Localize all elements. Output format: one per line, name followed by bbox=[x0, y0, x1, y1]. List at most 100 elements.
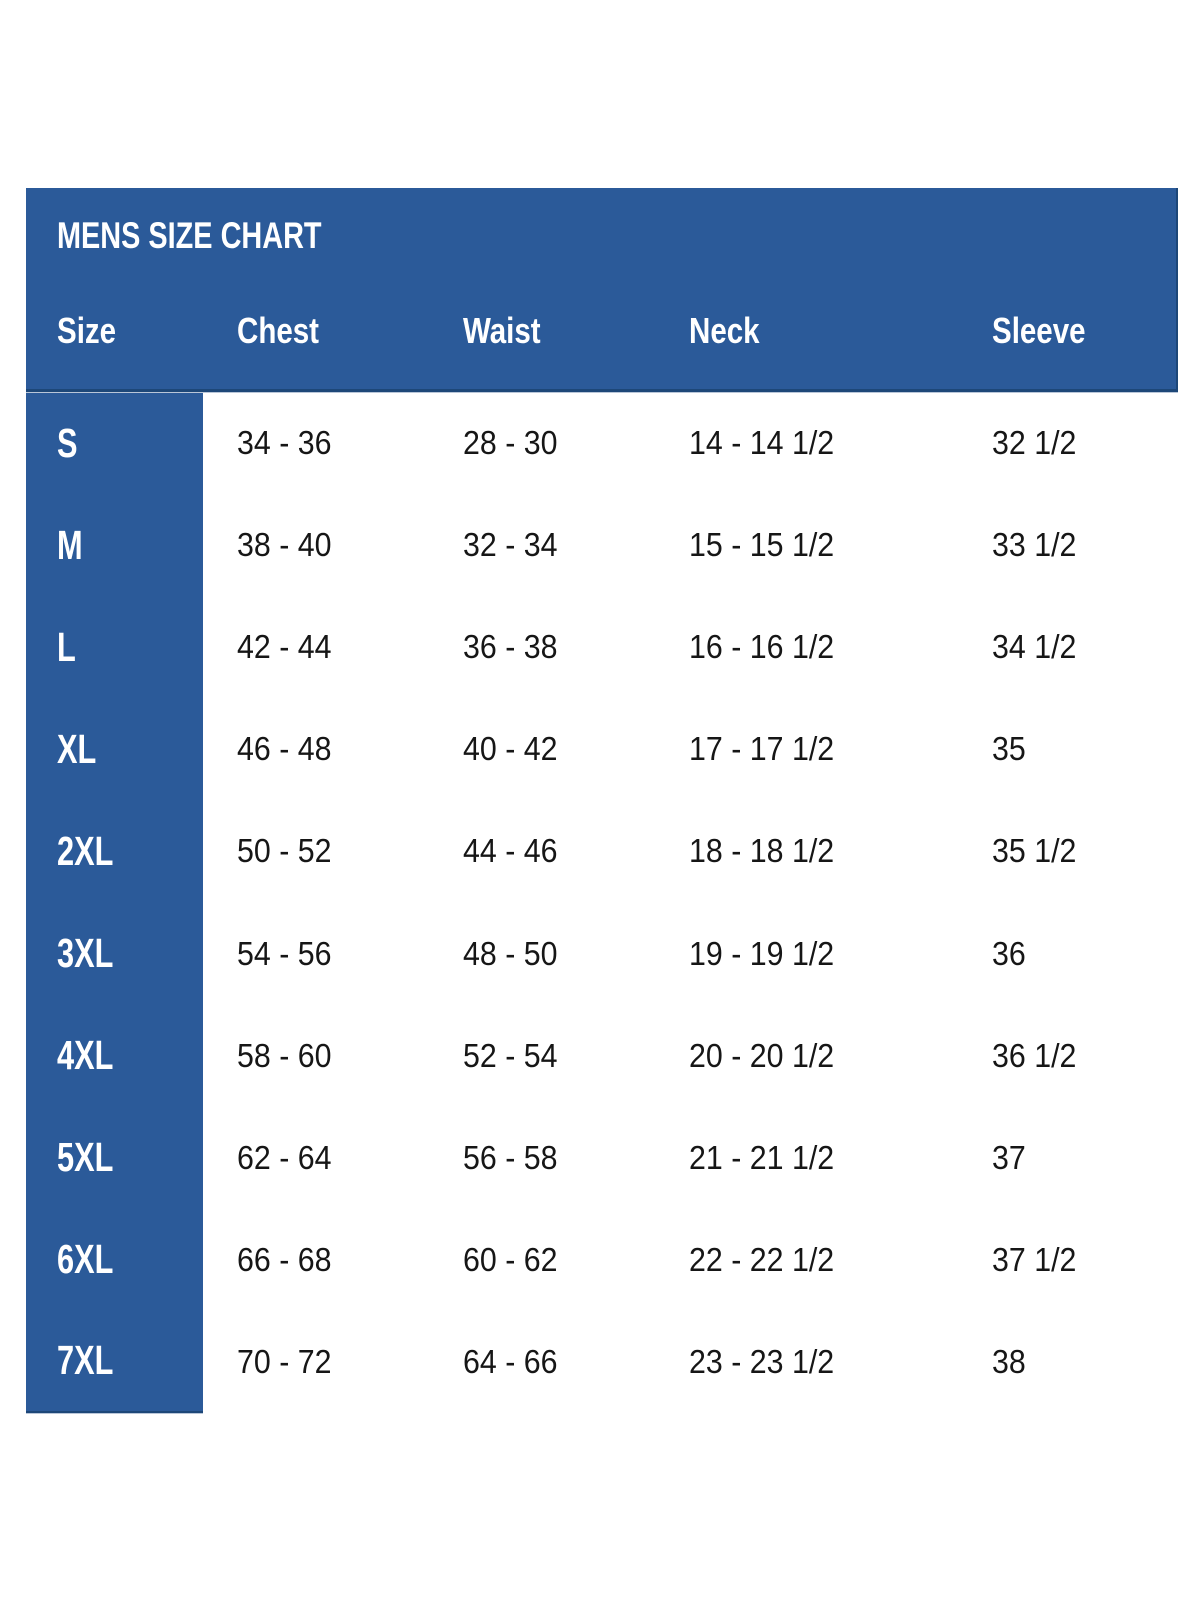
size-label-cell: 2XL bbox=[26, 800, 203, 903]
sleeve-cell: 33 1/2 bbox=[958, 494, 1178, 597]
column-header-row: Size Chest Waist Neck Sleeve bbox=[26, 311, 1176, 359]
waist-cell: 48 - 50 bbox=[429, 902, 655, 1005]
neck-cell: 16 - 16 1/2 bbox=[655, 596, 958, 699]
chest-value: 54 - 56 bbox=[237, 934, 332, 972]
sleeve-value: 38 bbox=[992, 1342, 1026, 1380]
sleeve-value: 32 1/2 bbox=[992, 424, 1077, 462]
table-row-m: M 38 - 40 32 - 34 15 - 15 1/2 33 1/2 bbox=[26, 494, 1178, 597]
neck-cell: 17 - 17 1/2 bbox=[655, 698, 958, 801]
chest-cell: 42 - 44 bbox=[203, 596, 429, 699]
waist-value: 28 - 30 bbox=[463, 424, 558, 462]
size-label: L bbox=[57, 623, 76, 670]
chart-title-text: MENS SIZE CHART bbox=[57, 215, 322, 256]
chest-value: 50 - 52 bbox=[237, 832, 332, 870]
sleeve-value: 35 bbox=[992, 730, 1026, 768]
sleeve-value: 37 bbox=[992, 1138, 1026, 1176]
chest-cell: 62 - 64 bbox=[203, 1106, 429, 1209]
waist-value: 36 - 38 bbox=[463, 628, 558, 666]
size-label-cell: L bbox=[26, 596, 203, 699]
waist-cell: 44 - 46 bbox=[429, 800, 655, 903]
neck-value: 16 - 16 1/2 bbox=[689, 628, 835, 666]
mens-size-chart: MENS SIZE CHART Size Chest Waist Neck Sl… bbox=[26, 188, 1178, 1413]
size-chart-header: MENS SIZE CHART Size Chest Waist Neck Sl… bbox=[26, 188, 1178, 392]
waist-cell: 56 - 58 bbox=[429, 1106, 655, 1209]
waist-value: 60 - 62 bbox=[463, 1240, 558, 1278]
chest-value: 62 - 64 bbox=[237, 1138, 332, 1176]
sleeve-value: 37 1/2 bbox=[992, 1240, 1077, 1278]
neck-value: 22 - 22 1/2 bbox=[689, 1240, 835, 1278]
sleeve-value: 33 1/2 bbox=[992, 526, 1077, 564]
chest-cell: 34 - 36 bbox=[203, 392, 429, 495]
neck-value: 15 - 15 1/2 bbox=[689, 526, 835, 564]
size-label: 6XL bbox=[57, 1236, 114, 1283]
size-label: 4XL bbox=[57, 1032, 114, 1079]
waist-cell: 28 - 30 bbox=[429, 392, 655, 495]
table-row-7xl: 7XL 70 - 72 64 - 66 23 - 23 1/2 38 bbox=[26, 1310, 1178, 1413]
table-row-xl: XL 46 - 48 40 - 42 17 - 17 1/2 35 bbox=[26, 698, 1178, 801]
neck-cell: 18 - 18 1/2 bbox=[655, 800, 958, 903]
size-label: 7XL bbox=[57, 1337, 114, 1384]
size-label-cell: 4XL bbox=[26, 1004, 203, 1107]
chest-value: 34 - 36 bbox=[237, 424, 332, 462]
chest-value: 46 - 48 bbox=[237, 730, 332, 768]
chest-value: 58 - 60 bbox=[237, 1036, 332, 1074]
column-header-sleeve-label: Sleeve bbox=[992, 310, 1086, 351]
neck-value: 23 - 23 1/2 bbox=[689, 1342, 835, 1380]
chest-value: 66 - 68 bbox=[237, 1240, 332, 1278]
size-label: S bbox=[57, 419, 78, 466]
sleeve-value: 35 1/2 bbox=[992, 832, 1077, 870]
waist-value: 44 - 46 bbox=[463, 832, 558, 870]
neck-cell: 21 - 21 1/2 bbox=[655, 1106, 958, 1209]
column-header-neck: Neck bbox=[655, 311, 958, 359]
neck-value: 20 - 20 1/2 bbox=[689, 1036, 835, 1074]
waist-value: 40 - 42 bbox=[463, 730, 558, 768]
neck-cell: 23 - 23 1/2 bbox=[655, 1310, 958, 1413]
neck-value: 19 - 19 1/2 bbox=[689, 934, 835, 972]
neck-value: 14 - 14 1/2 bbox=[689, 424, 835, 462]
size-label-cell: XL bbox=[26, 698, 203, 801]
chest-cell: 66 - 68 bbox=[203, 1208, 429, 1311]
neck-value: 18 - 18 1/2 bbox=[689, 832, 835, 870]
chest-value: 38 - 40 bbox=[237, 526, 332, 564]
column-header-waist: Waist bbox=[429, 311, 655, 359]
chest-cell: 38 - 40 bbox=[203, 494, 429, 597]
waist-value: 64 - 66 bbox=[463, 1342, 558, 1380]
size-label-cell: 5XL bbox=[26, 1106, 203, 1209]
sleeve-cell: 37 bbox=[958, 1106, 1178, 1209]
size-label: 3XL bbox=[57, 930, 114, 977]
neck-cell: 15 - 15 1/2 bbox=[655, 494, 958, 597]
sleeve-cell: 38 bbox=[958, 1310, 1178, 1413]
neck-cell: 19 - 19 1/2 bbox=[655, 902, 958, 1005]
size-label-cell: 3XL bbox=[26, 902, 203, 1005]
sleeve-cell: 35 bbox=[958, 698, 1178, 801]
table-row-2xl: 2XL 50 - 52 44 - 46 18 - 18 1/2 35 1/2 bbox=[26, 800, 1178, 903]
sleeve-value: 36 bbox=[992, 934, 1026, 972]
column-header-size-label: Size bbox=[57, 310, 117, 351]
column-header-waist-label: Waist bbox=[463, 310, 541, 351]
waist-cell: 32 - 34 bbox=[429, 494, 655, 597]
size-chart-body: S 34 - 36 28 - 30 14 - 14 1/2 32 1/2 M 3… bbox=[26, 392, 1178, 1413]
chest-cell: 54 - 56 bbox=[203, 902, 429, 1005]
neck-cell: 20 - 20 1/2 bbox=[655, 1004, 958, 1107]
waist-cell: 36 - 38 bbox=[429, 596, 655, 699]
sleeve-cell: 34 1/2 bbox=[958, 596, 1178, 699]
neck-value: 21 - 21 1/2 bbox=[689, 1138, 835, 1176]
table-row-5xl: 5XL 62 - 64 56 - 58 21 - 21 1/2 37 bbox=[26, 1106, 1178, 1209]
sleeve-value: 34 1/2 bbox=[992, 628, 1077, 666]
neck-value: 17 - 17 1/2 bbox=[689, 730, 835, 768]
table-row-6xl: 6XL 66 - 68 60 - 62 22 - 22 1/2 37 1/2 bbox=[26, 1208, 1178, 1311]
column-header-sleeve: Sleeve bbox=[958, 311, 1176, 359]
page-title: MENS SIZE CHART bbox=[57, 214, 396, 266]
waist-cell: 64 - 66 bbox=[429, 1310, 655, 1413]
sleeve-cell: 32 1/2 bbox=[958, 392, 1178, 495]
sleeve-cell: 36 bbox=[958, 902, 1178, 1005]
size-label-cell: M bbox=[26, 494, 203, 597]
table-row-3xl: 3XL 54 - 56 48 - 50 19 - 19 1/2 36 bbox=[26, 902, 1178, 1005]
chest-value: 42 - 44 bbox=[237, 628, 332, 666]
size-label: XL bbox=[57, 725, 97, 772]
sleeve-value: 36 1/2 bbox=[992, 1036, 1077, 1074]
waist-cell: 52 - 54 bbox=[429, 1004, 655, 1107]
size-label-cell: 6XL bbox=[26, 1208, 203, 1311]
sleeve-cell: 35 1/2 bbox=[958, 800, 1178, 903]
